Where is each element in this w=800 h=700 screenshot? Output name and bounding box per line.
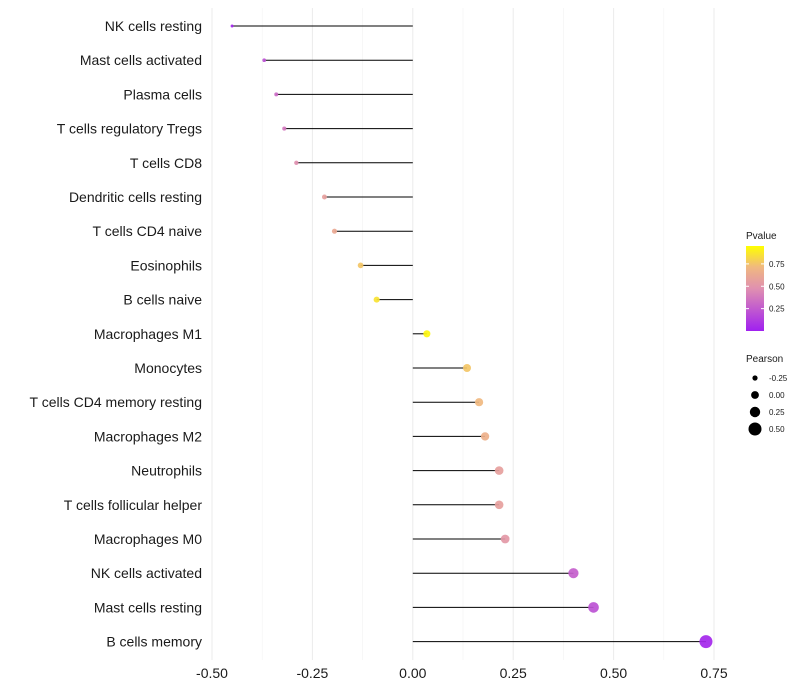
legend-pearson-title: Pearson bbox=[746, 354, 783, 365]
category-label: T cells CD4 memory resting bbox=[30, 394, 202, 410]
category-label: T cells follicular helper bbox=[64, 497, 203, 513]
stems bbox=[232, 25, 706, 643]
point bbox=[321, 194, 327, 200]
point bbox=[274, 92, 279, 97]
point bbox=[262, 58, 267, 63]
category-label: Macrophages M2 bbox=[94, 428, 202, 444]
category-label: Mast cells resting bbox=[94, 599, 202, 615]
point bbox=[494, 500, 504, 510]
points bbox=[230, 24, 713, 649]
category-label: T cells regulatory Tregs bbox=[57, 121, 202, 137]
category-label: B cells memory bbox=[106, 634, 202, 650]
size-key-dot bbox=[751, 391, 759, 399]
category-label: NK cells activated bbox=[91, 565, 202, 581]
colorbar-tick-label: 0.75 bbox=[769, 260, 785, 269]
category-label: T cells CD4 naive bbox=[93, 223, 203, 239]
category-labels: NK cells resting Mast cells activated Plas… bbox=[30, 18, 203, 650]
category-label: Neutrophils bbox=[131, 463, 202, 479]
x-tick-label: 0.00 bbox=[399, 665, 426, 681]
x-tick-label: 0.50 bbox=[600, 665, 627, 681]
colorbar-tick-label: 0.50 bbox=[769, 282, 785, 291]
size-key-dot bbox=[749, 406, 761, 418]
category-label: T cells CD8 bbox=[130, 155, 202, 171]
category-label: Eosinophils bbox=[130, 257, 202, 273]
category-label: Macrophages M1 bbox=[94, 326, 202, 342]
category-label: Macrophages M0 bbox=[94, 531, 202, 547]
size-key-dot bbox=[752, 375, 758, 381]
point bbox=[474, 398, 484, 407]
point bbox=[494, 466, 504, 475]
category-label: NK cells resting bbox=[105, 18, 202, 34]
x-tick-label: 0.75 bbox=[700, 665, 727, 681]
size-key-label: -0.25 bbox=[769, 374, 788, 383]
size-key-dot bbox=[748, 422, 762, 436]
colorbar-tick-label: 0.25 bbox=[769, 305, 785, 314]
point bbox=[294, 160, 299, 165]
point bbox=[699, 635, 713, 649]
point bbox=[373, 296, 380, 303]
point bbox=[423, 330, 431, 338]
point bbox=[230, 24, 234, 28]
legend-pvalue-colorbar bbox=[746, 246, 764, 331]
legend-pvalue-title: Pvalue bbox=[746, 231, 777, 242]
legend-pvalue: Pvalue 0.75 0.50 0.25 bbox=[746, 231, 785, 331]
point bbox=[357, 262, 364, 269]
point bbox=[282, 126, 287, 131]
category-label: Plasma cells bbox=[123, 86, 202, 102]
size-key-label: 0.50 bbox=[769, 425, 785, 434]
point bbox=[568, 568, 579, 579]
x-tick-labels: -0.50 -0.25 0.00 0.25 0.50 0.75 bbox=[196, 665, 728, 681]
category-label: B cells naive bbox=[123, 292, 202, 308]
size-key-label: 0.25 bbox=[769, 408, 785, 417]
legend-pearson: Pearson -0.25 0.00 0.25 0.50 bbox=[746, 354, 788, 436]
point bbox=[500, 534, 510, 544]
size-key-label: 0.00 bbox=[769, 391, 785, 400]
category-label: Mast cells activated bbox=[80, 52, 202, 68]
category-label: Dendritic cells resting bbox=[69, 189, 202, 205]
point bbox=[588, 602, 599, 613]
point bbox=[331, 228, 338, 234]
x-tick-label: 0.25 bbox=[500, 665, 527, 681]
grid bbox=[211, 8, 715, 660]
x-tick-label: -0.25 bbox=[296, 665, 328, 681]
point bbox=[463, 364, 471, 372]
point bbox=[480, 432, 490, 441]
x-tick-label: -0.50 bbox=[196, 665, 228, 681]
category-label: Monocytes bbox=[134, 360, 202, 376]
